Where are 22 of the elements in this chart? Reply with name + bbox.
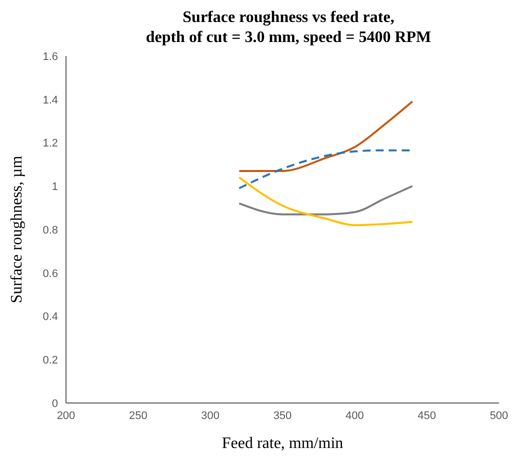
y-tick-label: 0.8 [42, 224, 58, 236]
x-tick-label: 250 [128, 410, 148, 422]
y-tick-label: 0 [52, 398, 58, 410]
y-tick-label: 0.6 [42, 268, 58, 280]
line-series [238, 185, 414, 216]
chart-title: Surface roughness vs feed rate, depth of cut = 3.0 mm, speed = 5400 RPM [144, 8, 432, 48]
y-tick-label: 1.4 [42, 94, 58, 106]
x-tick-label: 400 [345, 410, 364, 422]
y-tick-label: 1 [52, 181, 58, 194]
y-tick-label: 1.2 [42, 138, 58, 150]
x-tick-label: 350 [273, 410, 292, 422]
x-tick-label: 500 [490, 410, 508, 422]
y-tick-label: 1.6 [42, 50, 58, 63]
y-tick-label: 0.2 [42, 354, 58, 367]
line-series [238, 100, 414, 172]
x-axis-title: Feed rate, mm/min [222, 435, 344, 452]
y-axis-title: Surface roughness, µm [8, 155, 26, 304]
x-tick-label: 300 [201, 410, 220, 422]
line-series [238, 176, 414, 226]
x-tick-label: 450 [418, 410, 436, 422]
x-tick-label: 200 [56, 410, 76, 422]
y-tick-label: 0.4 [42, 311, 58, 324]
